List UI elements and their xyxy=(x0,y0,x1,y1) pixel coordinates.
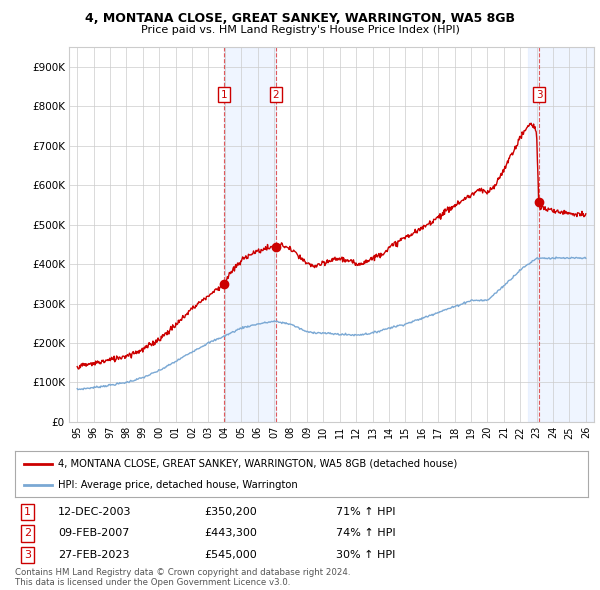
Text: 12-DEC-2003: 12-DEC-2003 xyxy=(58,507,131,517)
Text: 4, MONTANA CLOSE, GREAT SANKEY, WARRINGTON, WA5 8GB (detached house): 4, MONTANA CLOSE, GREAT SANKEY, WARRINGT… xyxy=(58,458,457,468)
Text: 09-FEB-2007: 09-FEB-2007 xyxy=(58,529,130,539)
Text: £350,200: £350,200 xyxy=(204,507,257,517)
Text: HPI: Average price, detached house, Warrington: HPI: Average price, detached house, Warr… xyxy=(58,480,298,490)
Text: 74% ↑ HPI: 74% ↑ HPI xyxy=(336,529,395,539)
Text: 2: 2 xyxy=(24,529,31,539)
Text: 1: 1 xyxy=(24,507,31,517)
Text: 3: 3 xyxy=(536,90,542,100)
Text: 27-FEB-2023: 27-FEB-2023 xyxy=(58,550,130,560)
Text: Contains HM Land Registry data © Crown copyright and database right 2024.
This d: Contains HM Land Registry data © Crown c… xyxy=(15,568,350,587)
Text: 30% ↑ HPI: 30% ↑ HPI xyxy=(336,550,395,560)
Text: Price paid vs. HM Land Registry's House Price Index (HPI): Price paid vs. HM Land Registry's House … xyxy=(140,25,460,35)
Text: 2: 2 xyxy=(273,90,280,100)
Text: 1: 1 xyxy=(221,90,227,100)
Text: £443,300: £443,300 xyxy=(204,529,257,539)
Bar xyxy=(224,47,276,422)
Text: 4, MONTANA CLOSE, GREAT SANKEY, WARRINGTON, WA5 8GB: 4, MONTANA CLOSE, GREAT SANKEY, WARRINGT… xyxy=(85,12,515,25)
Text: 71% ↑ HPI: 71% ↑ HPI xyxy=(336,507,395,517)
Text: 3: 3 xyxy=(24,550,31,560)
Text: £545,000: £545,000 xyxy=(204,550,257,560)
Bar xyxy=(529,47,594,422)
